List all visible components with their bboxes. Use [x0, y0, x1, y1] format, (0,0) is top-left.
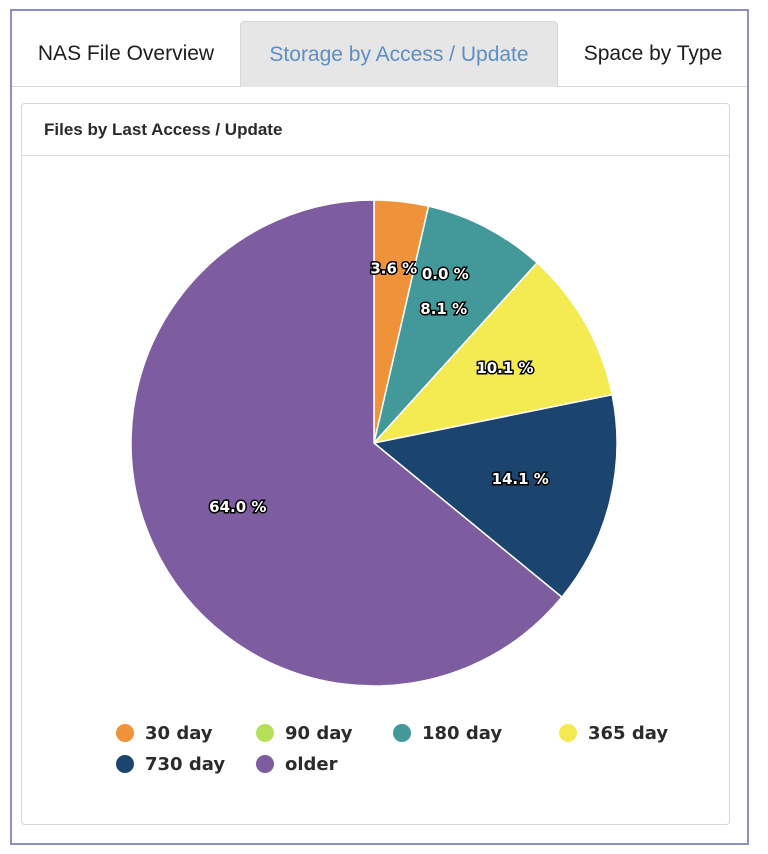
legend-label: 365 day — [588, 723, 668, 744]
legend-marker — [393, 724, 411, 742]
chart-panel: Files by Last Access / Update — [21, 103, 730, 825]
legend-label: 730 day — [145, 754, 225, 775]
legend-item-180-day[interactable]: 180 day — [393, 723, 502, 744]
legend-item-90-day[interactable]: 90 day — [256, 723, 353, 744]
tab-storage-by-access-update[interactable]: Storage by Access / Update — [240, 21, 558, 87]
legend-label: older — [285, 754, 338, 775]
tab-nas-file-overview[interactable]: NAS File Overview — [37, 42, 215, 65]
slice-label-older: 64.0 % — [209, 498, 266, 516]
legend-item-30-day[interactable]: 30 day — [116, 723, 213, 744]
legend-marker — [256, 755, 274, 773]
slice-label-30-day: 3.6 % — [370, 260, 417, 278]
slice-label-90-day: 0.0 % — [422, 265, 469, 283]
slice-label-730-day: 14.1 % — [492, 470, 549, 488]
pie-slice-180-day[interactable] — [372, 205, 539, 446]
legend-marker — [116, 724, 134, 742]
legend-marker — [256, 724, 274, 742]
legend-label: 180 day — [422, 723, 502, 744]
pie-slice-730-day[interactable] — [372, 393, 618, 599]
panel-title: Files by Last Access / Update — [22, 104, 729, 156]
legend-label: 30 day — [145, 723, 213, 744]
slice-label-180-day: 8.1 % — [420, 300, 467, 318]
legend-label: 90 day — [285, 723, 353, 744]
pie-slice-365-day[interactable] — [371, 261, 614, 445]
legend-marker — [559, 724, 577, 742]
slice-label-365-day: 10.1 % — [476, 359, 533, 377]
legend-item-older[interactable]: older — [256, 754, 338, 775]
tab-space-by-type[interactable]: Space by Type — [583, 42, 723, 65]
legend-item-730-day[interactable]: 730 day — [116, 754, 225, 775]
legend-item-365-day[interactable]: 365 day — [559, 723, 668, 744]
tab-bar: NAS File Overview Storage by Access / Up… — [12, 11, 747, 87]
pie-slice-older[interactable] — [130, 199, 563, 687]
legend-marker — [116, 755, 134, 773]
